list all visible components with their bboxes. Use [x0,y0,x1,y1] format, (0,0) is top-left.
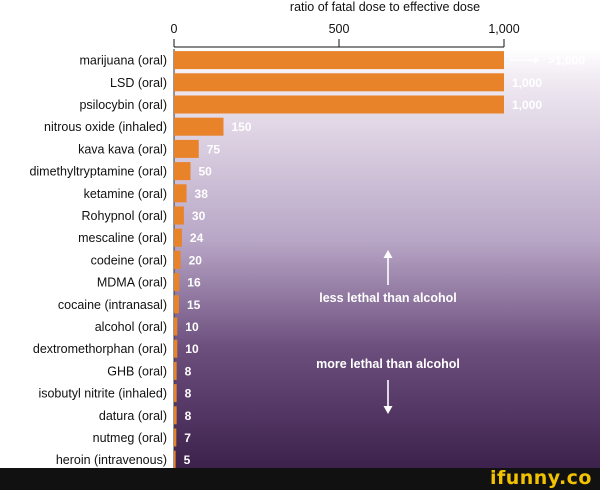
category-label: heroin (intravenous) [56,453,167,467]
value-label: 150 [232,120,252,134]
value-label: 20 [189,253,203,267]
bar [174,162,191,181]
value-label: 8 [185,409,192,423]
category-label: nitrous oxide (inhaled) [44,120,167,134]
brand-logo[interactable]: ifunny.co [489,467,592,489]
value-label: 10 [185,320,199,334]
bar [174,184,187,203]
value-label: 7 [184,431,191,445]
bar [174,51,504,70]
category-label: ketamine (oral) [84,187,167,201]
category-label: marijuana (oral) [79,54,167,68]
value-label: 16 [187,276,201,290]
category-label: isobutyl nitrite (inhaled) [38,387,167,401]
up-arrowhead [383,250,393,258]
value-label: 1,000 [512,98,542,112]
category-label: alcohol (oral) [95,320,167,334]
category-label: kava kava (oral) [78,142,167,156]
bar [174,228,182,247]
bar [174,139,199,158]
value-label: 8 [185,387,192,401]
bar [174,250,181,269]
value-label: >1,000 [548,54,585,68]
bar [174,406,177,425]
value-label: 75 [207,142,221,156]
category-label: mescaline (oral) [78,231,167,245]
value-label: 24 [190,231,204,245]
annotation-more-lethal: more lethal than alcohol [316,357,460,371]
category-label: psilocybin (oral) [79,98,167,112]
category-label: MDMA (oral) [97,276,167,290]
bar [174,206,184,225]
category-label: dimethyltryptamine (oral) [29,165,167,179]
bar [174,73,504,92]
x-tick-label: 500 [329,22,350,36]
annotation-less-lethal: less lethal than alcohol [319,291,457,305]
x-tick-label: 0 [171,22,178,36]
footer-bar: ifunny.co [0,467,600,490]
category-label: cocaine (intranasal) [58,298,167,312]
value-label: 10 [185,342,199,356]
value-label: 50 [199,165,213,179]
bar [174,361,177,380]
bar [174,95,504,114]
value-label: 8 [185,364,192,378]
value-label: 5 [184,453,191,467]
plot-background [174,49,600,475]
value-label: 15 [187,298,201,312]
bar [174,384,177,403]
category-label: LSD (oral) [110,76,167,90]
overflow-arrowhead [534,56,540,64]
bar [174,450,176,469]
category-label: codeine (oral) [91,253,167,267]
value-label: 1,000 [512,76,542,90]
bar [174,117,224,136]
value-label: 38 [195,187,209,201]
bar [174,273,180,292]
bar [174,428,177,447]
category-label: Rohypnol (oral) [82,209,167,223]
category-label: nutmeg (oral) [93,431,167,445]
bar [174,339,178,358]
bar [174,295,179,314]
value-label: 30 [192,209,206,223]
category-label: datura (oral) [99,409,167,423]
category-label: GHB (oral) [107,364,167,378]
down-arrowhead [383,406,393,414]
category-label: dextromethorphan (oral) [33,342,167,356]
chart-title: ratio of fatal dose to effective dose [290,0,480,14]
bar [174,317,178,336]
x-tick-label: 1,000 [488,22,519,36]
